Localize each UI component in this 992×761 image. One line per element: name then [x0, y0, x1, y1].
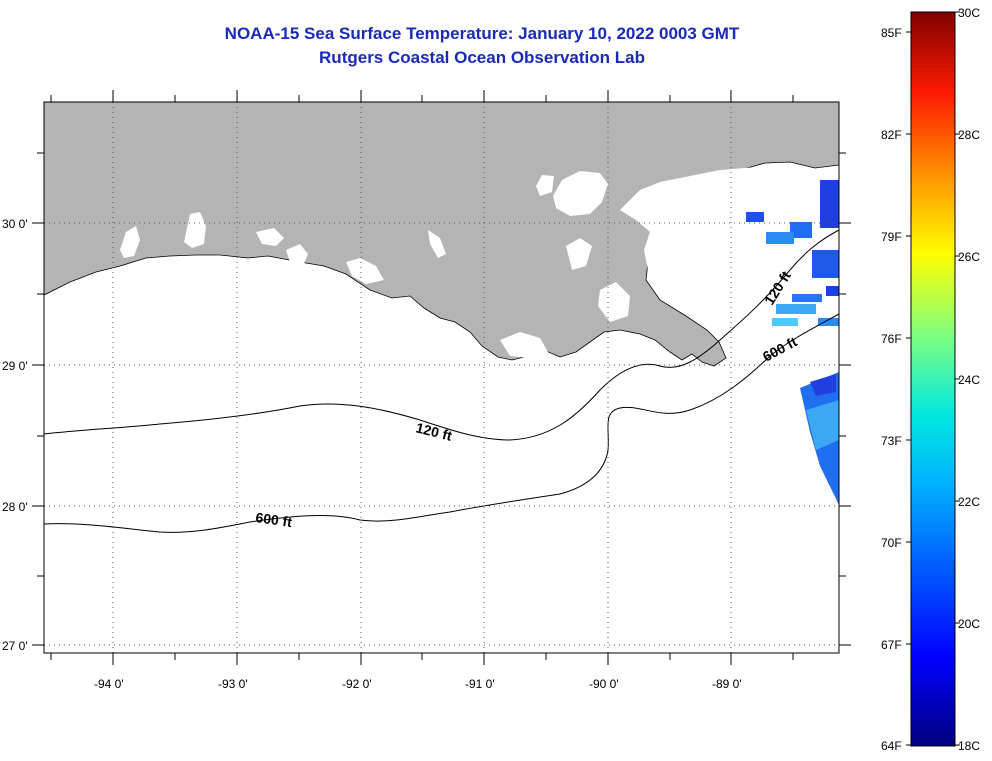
colorbar-f-76: 76F: [881, 332, 902, 346]
map-subtitle: Rutgers Coastal Ocean Observation Lab: [319, 48, 645, 67]
lat-lon-grid: [44, 102, 839, 653]
contour-label-600-west: 600 ft: [255, 509, 294, 530]
colorbar-f-85: 85F: [881, 26, 902, 40]
barataria-marsh: [566, 238, 592, 270]
colorbar-f-82: 82F: [881, 128, 902, 142]
lon-label-89: -89 0': [712, 677, 742, 691]
colorbar-c-22: 22C: [958, 495, 980, 509]
colorbar-f-64: 64F: [881, 739, 902, 753]
terrebonne-marsh: [428, 230, 446, 258]
lat-label-28: 28 0': [2, 500, 28, 514]
atchafalaya-marsh: [346, 258, 384, 284]
lon-label-91: -91 0': [465, 677, 495, 691]
lat-label-27: 27 0': [2, 639, 28, 653]
colorbar-c-26: 26C: [958, 250, 980, 264]
colorbar-f-73: 73F: [881, 434, 902, 448]
frame-ticks: [32, 90, 851, 665]
colorbar-c-24: 24C: [958, 373, 980, 387]
map-title: NOAA-15 Sea Surface Temperature: January…: [224, 24, 740, 43]
sst-swath-south-warm: [806, 400, 839, 450]
lon-label-93: -93 0': [218, 677, 248, 691]
lon-label-94: -94 0': [94, 677, 124, 691]
lake-pontchartrain: [553, 171, 608, 216]
lon-label-90: -90 0': [589, 677, 619, 691]
lat-label-30: 30 0': [2, 217, 28, 231]
colorbar: [910, 11, 956, 747]
grand-lake: [286, 244, 308, 264]
delta-marsh-south: [500, 332, 548, 358]
sabine-lake: [120, 226, 140, 258]
contour-label-600-east: 600 ft: [760, 333, 800, 364]
contour-120ft: [44, 229, 839, 441]
sst-swath-north: [746, 180, 839, 326]
colorbar-f-67: 67F: [881, 638, 902, 652]
lake-calcasieu: [184, 212, 206, 248]
colorbar-c-20: 20C: [958, 617, 980, 631]
colorbar-f-79: 79F: [881, 230, 902, 244]
delta-marsh: [598, 282, 630, 322]
sst-swath-south-cool: [810, 374, 836, 396]
colorbar-c-18: 18C: [958, 739, 980, 753]
lon-label-92: -92 0': [342, 677, 372, 691]
colorbar-f-70: 70F: [881, 536, 902, 550]
map-frame: [43, 101, 840, 654]
contour-label-120-west: 120 ft: [414, 419, 454, 443]
white-lake: [256, 228, 284, 246]
lat-label-29: 29 0': [2, 359, 28, 373]
contour-600ft: [44, 313, 839, 533]
lake-maurepas: [536, 175, 554, 196]
lake-borgne-marsh: [620, 164, 839, 344]
colorbar-c-28: 28C: [958, 128, 980, 142]
colorbar-ticks: [906, 11, 960, 746]
colorbar-c-30: 30C: [958, 6, 980, 20]
